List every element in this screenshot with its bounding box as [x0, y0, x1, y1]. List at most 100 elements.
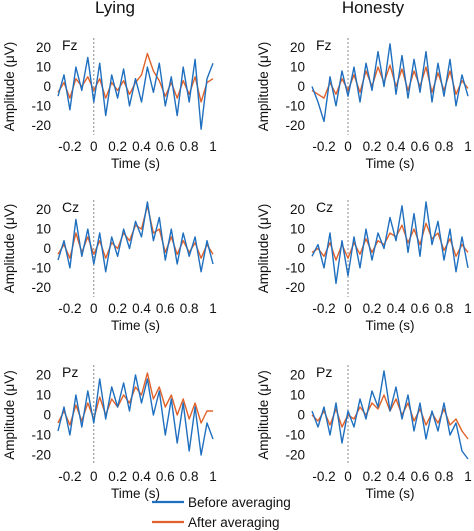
y-tick-label: -10 [31, 260, 51, 275]
x-tick-label: 0.6 [156, 301, 175, 316]
x-tick-label: 0.2 [363, 139, 382, 154]
y-tick-label: 0 [43, 408, 51, 423]
x-tick-label: 0.2 [363, 301, 382, 316]
x-tick-label: 1 [209, 139, 217, 154]
x-tick-label: 1 [209, 301, 217, 316]
legend-label-before: Before averaging [188, 495, 291, 510]
x-tick-label: 0.4 [387, 139, 406, 154]
x-tick-label: 0 [90, 301, 98, 316]
chart-panel-lying-pz: -20 -10 0 10 20 -0.2 0 0.2 0.4 0.6 0.8 1 Time (s) Amp… [2, 364, 217, 501]
x-tick-label: 0.4 [387, 301, 406, 316]
y-tick-label: 10 [290, 222, 305, 237]
y-tick-label: 10 [290, 60, 305, 75]
y-axis-label: Amplitude (μV) [256, 204, 271, 294]
y-tick-label: 0 [43, 79, 51, 94]
y-tick-label: 10 [36, 60, 51, 75]
y-tick-label: 20 [290, 40, 305, 55]
series-line-before-averaging [311, 201, 469, 285]
y-tick-label: 20 [290, 368, 305, 383]
x-tick-label: 1 [464, 139, 472, 154]
y-tick-label: -20 [285, 118, 305, 133]
x-tick-label: 0.4 [132, 469, 151, 484]
y-axis-label: Amplitude (μV) [2, 42, 17, 132]
chart-panel-honesty-fz: -20 -10 0 10 20 -0.2 0 0.2 0.4 0.6 0.8 1 Time (s) Amp… [256, 37, 472, 171]
y-tick-label: 10 [36, 222, 51, 237]
x-tick-label: 0 [344, 301, 352, 316]
y-tick-label: 0 [297, 241, 305, 256]
column-title-honesty: Honesty [342, 0, 405, 17]
y-axis-label: Amplitude (μV) [2, 370, 17, 460]
x-tick-label: 0.8 [180, 301, 199, 316]
y-tick-label: -10 [31, 98, 51, 113]
x-tick-label: 0.8 [435, 301, 454, 316]
x-tick-label: 0.8 [180, 469, 199, 484]
y-tick-label: 10 [36, 388, 51, 403]
chart-panel-honesty-cz: -20 -10 0 10 20 -0.2 0 0.2 0.4 0.6 0.8 1 Time (s) Amp… [256, 199, 472, 333]
legend-label-after: After averaging [188, 515, 280, 530]
series-line-before-averaging [311, 370, 469, 460]
x-tick-label: 0.4 [387, 469, 406, 484]
x-tick-label: -0.2 [312, 469, 335, 484]
x-tick-label: 0 [344, 139, 352, 154]
series-line-before-averaging [57, 56, 214, 130]
y-tick-label: 20 [290, 202, 305, 217]
x-tick-label: 0.2 [108, 469, 127, 484]
x-tick-label: 0 [90, 469, 98, 484]
series-line-before-averaging [311, 43, 469, 123]
x-tick-label: 0.8 [435, 469, 454, 484]
y-tick-label: -20 [31, 448, 51, 463]
x-tick-label: 0.4 [132, 301, 151, 316]
x-tick-label: 0.2 [363, 469, 382, 484]
y-tick-label: -20 [31, 280, 51, 295]
x-tick-label: 1 [464, 469, 472, 484]
chart-panel-honesty-pz: -20 -10 0 10 20 -0.2 0 0.2 0.4 0.6 0.8 1 Time (s) Amp… [256, 364, 472, 501]
y-tick-label: 0 [43, 241, 51, 256]
x-tick-label: -0.2 [312, 139, 335, 154]
y-tick-label: -10 [285, 98, 305, 113]
y-axis-label: Amplitude (μV) [256, 42, 271, 132]
x-tick-label: 0 [344, 469, 352, 484]
x-tick-label: 1 [464, 301, 472, 316]
chart-panel-lying-cz: -20 -10 0 10 20 -0.2 0 0.2 0.4 0.6 0.8 1 Time (s) Amp… [2, 199, 217, 333]
x-axis-label: Time (s) [111, 156, 160, 171]
x-tick-label: -0.2 [58, 301, 81, 316]
x-tick-label: 0.8 [180, 139, 199, 154]
y-axis-label: Amplitude (μV) [256, 370, 271, 460]
y-axis-label: Amplitude (μV) [2, 204, 17, 294]
x-axis-label: Time (s) [366, 318, 415, 333]
chart-panel-lying-fz: -20 -10 0 10 20 -0.2 0 0.2 0.4 0.6 0.8 1 Time (s) Amp… [2, 37, 217, 171]
series-line-before-averaging [57, 374, 214, 456]
channel-label: Pz [62, 364, 78, 380]
x-tick-label: 0.2 [108, 139, 127, 154]
y-tick-label: -20 [285, 280, 305, 295]
x-tick-label: 0 [90, 139, 98, 154]
x-tick-label: 0.6 [411, 139, 430, 154]
column-title-lying: Lying [95, 0, 135, 17]
x-tick-label: 0.6 [411, 301, 430, 316]
x-axis-label: Time (s) [366, 156, 415, 171]
y-tick-label: -20 [285, 448, 305, 463]
y-tick-label: -10 [285, 260, 305, 275]
x-tick-label: 0.8 [435, 139, 454, 154]
y-tick-label: 10 [290, 388, 305, 403]
x-tick-label: 1 [209, 469, 217, 484]
y-tick-label: 0 [297, 79, 305, 94]
y-tick-label: 20 [36, 202, 51, 217]
series-line-after-averaging [57, 372, 213, 426]
legend: Before averaging After averaging [152, 495, 291, 530]
channel-label: Cz [62, 199, 79, 215]
x-axis-label: Time (s) [111, 486, 160, 501]
x-tick-label: 0.4 [132, 139, 151, 154]
x-tick-label: -0.2 [58, 139, 81, 154]
channel-label: Fz [62, 37, 78, 53]
y-tick-label: 0 [297, 408, 305, 423]
y-tick-label: -10 [285, 428, 305, 443]
x-axis-label: Time (s) [111, 318, 160, 333]
y-tick-label: -20 [31, 118, 51, 133]
x-tick-label: 0.6 [156, 469, 175, 484]
y-tick-label: 20 [36, 40, 51, 55]
series-line-after-averaging [311, 394, 469, 440]
x-tick-label: -0.2 [58, 469, 81, 484]
